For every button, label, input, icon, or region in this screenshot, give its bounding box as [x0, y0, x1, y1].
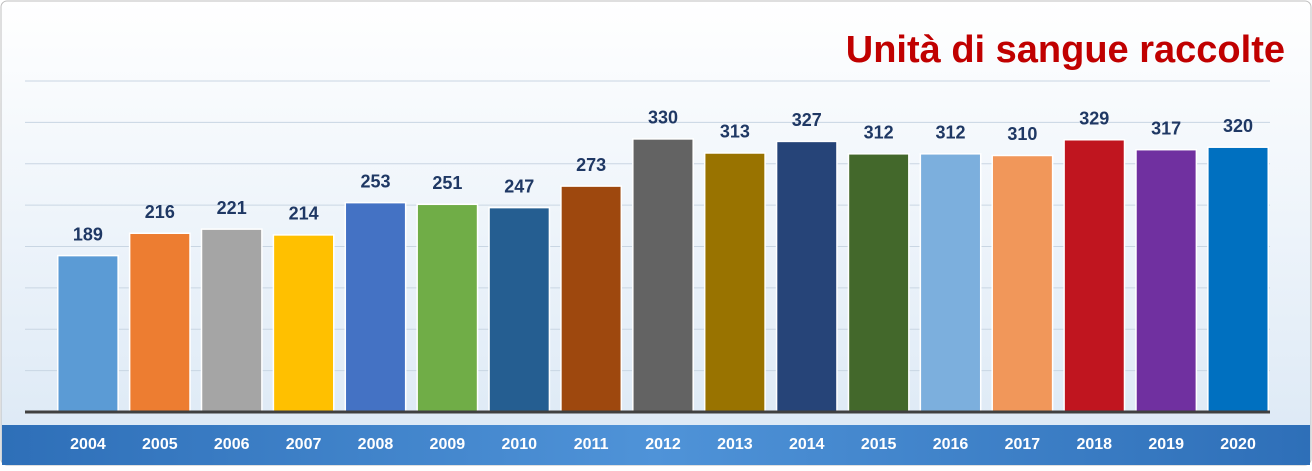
bar	[344, 201, 407, 413]
x-tick-label: 2020	[1220, 436, 1256, 453]
bar	[128, 232, 191, 413]
value-label: 312	[936, 123, 966, 143]
bar	[272, 234, 335, 413]
bar	[919, 153, 982, 413]
value-label: 214	[289, 204, 319, 224]
x-tick-label: 2016	[933, 436, 969, 453]
bar	[488, 206, 551, 413]
value-label: 317	[1151, 118, 1181, 138]
x-tick-label: 2015	[861, 436, 897, 453]
value-label: 251	[432, 173, 462, 193]
x-tick-label: 2008	[358, 436, 394, 453]
x-tick-label: 2006	[214, 436, 250, 453]
x-tick-label: 2019	[1148, 436, 1184, 453]
x-tick-label: 2011	[574, 436, 609, 453]
x-tick-label: 2009	[430, 436, 466, 453]
x-tick-label: 2007	[286, 436, 322, 453]
value-label: 320	[1223, 116, 1253, 136]
bar	[847, 153, 910, 413]
value-label: 312	[864, 123, 894, 143]
x-tick-label: 2014	[789, 436, 825, 453]
bar	[1063, 139, 1126, 413]
x-tick-label: 2010	[501, 436, 537, 453]
bar	[1135, 148, 1198, 413]
value-label: 273	[576, 155, 606, 175]
year-band	[2, 425, 1310, 465]
value-label: 221	[217, 198, 247, 218]
bar	[57, 254, 119, 413]
value-label: 216	[145, 202, 175, 222]
value-label: 330	[648, 108, 678, 128]
value-label: 329	[1079, 109, 1109, 129]
bar	[632, 138, 694, 413]
value-label: 313	[720, 122, 750, 142]
x-tick-label: 2013	[717, 436, 753, 453]
bar	[703, 152, 766, 413]
chart-title: Unità di sangue raccolte	[846, 29, 1285, 71]
value-label: 247	[504, 176, 534, 196]
value-label: 327	[792, 110, 822, 130]
bar	[1207, 146, 1269, 413]
bar	[200, 228, 263, 413]
value-label: 310	[1007, 124, 1037, 144]
x-tick-label: 2017	[1005, 436, 1041, 453]
bar	[416, 203, 479, 413]
bar	[991, 154, 1054, 413]
value-label: 189	[73, 224, 103, 244]
x-tick-label: 2018	[1076, 436, 1112, 453]
x-tick-label: 2004	[70, 436, 106, 453]
bar	[560, 185, 623, 413]
bar	[775, 140, 838, 413]
value-label: 253	[360, 171, 390, 191]
x-tick-label: 2012	[645, 436, 681, 453]
x-tick-label: 2005	[142, 436, 178, 453]
